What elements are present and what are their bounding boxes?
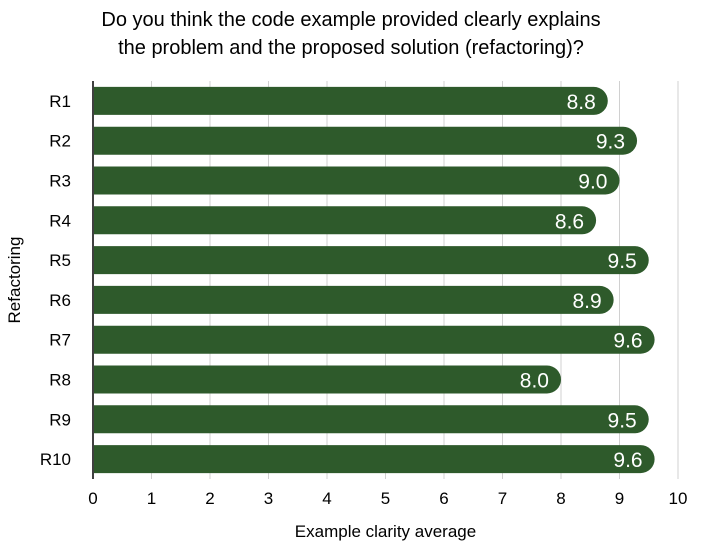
y-tick-label-R6: R6 bbox=[49, 291, 71, 310]
bar-R3 bbox=[94, 166, 620, 195]
data-label-R2: 9.3 bbox=[596, 131, 625, 154]
bar-R7 bbox=[94, 325, 655, 354]
x-tick-label-3: 3 bbox=[264, 489, 273, 508]
chart-title-line-1: Do you think the code example provided c… bbox=[101, 9, 601, 31]
y-tick-label-R8: R8 bbox=[49, 371, 71, 390]
y-tick-label-R10: R10 bbox=[40, 450, 71, 469]
bar-R10 bbox=[94, 445, 655, 474]
x-tick-label-4: 4 bbox=[322, 489, 331, 508]
data-label-R3: 9.0 bbox=[578, 171, 607, 194]
chart-title-line-2: the problem and the proposed solution (r… bbox=[118, 37, 584, 59]
x-tick-label-0: 0 bbox=[88, 489, 97, 508]
y-tick-label-R4: R4 bbox=[49, 211, 71, 230]
x-tick-label-8: 8 bbox=[556, 489, 565, 508]
data-label-R9: 9.5 bbox=[608, 409, 637, 432]
x-tick-label-5: 5 bbox=[381, 489, 390, 508]
data-label-R1: 8.8 bbox=[567, 91, 596, 114]
y-tick-label-R7: R7 bbox=[49, 331, 71, 350]
x-tick-label-7: 7 bbox=[498, 489, 507, 508]
data-label-R6: 8.9 bbox=[572, 290, 601, 313]
x-tick-label-10: 10 bbox=[669, 489, 688, 508]
bar-R8 bbox=[94, 365, 561, 394]
y-tick-label-R3: R3 bbox=[49, 172, 71, 191]
bar-R1 bbox=[94, 86, 608, 115]
y-axis-label: Refactoring bbox=[5, 237, 24, 324]
bar-R4 bbox=[94, 206, 597, 235]
bar-R9 bbox=[94, 405, 649, 434]
y-tick-label-R2: R2 bbox=[49, 132, 71, 151]
data-label-R10: 9.6 bbox=[613, 449, 642, 472]
data-label-R5: 9.5 bbox=[608, 250, 637, 273]
chart-title: Do you think the code example provided c… bbox=[0, 6, 702, 62]
y-tick-label-R9: R9 bbox=[49, 410, 71, 429]
data-label-R4: 8.6 bbox=[555, 210, 584, 233]
x-tick-label-1: 1 bbox=[147, 489, 156, 508]
y-tick-label-R5: R5 bbox=[49, 251, 71, 270]
bar-R6 bbox=[94, 285, 614, 314]
x-tick-label-2: 2 bbox=[205, 489, 214, 508]
y-tick-label-R1: R1 bbox=[49, 92, 71, 111]
x-tick-label-9: 9 bbox=[615, 489, 624, 508]
x-axis-label: Example clarity average bbox=[295, 522, 476, 541]
bar-R2 bbox=[94, 126, 638, 155]
x-tick-label-6: 6 bbox=[439, 489, 448, 508]
bar-R5 bbox=[94, 246, 649, 275]
data-label-R7: 9.6 bbox=[613, 330, 642, 353]
data-label-R8: 8.0 bbox=[520, 370, 549, 393]
